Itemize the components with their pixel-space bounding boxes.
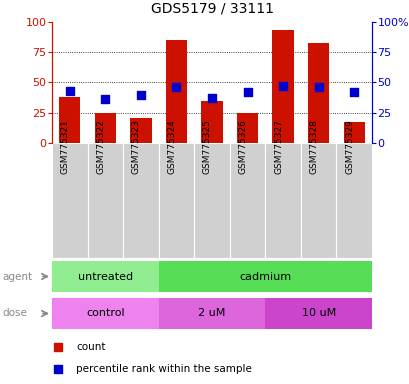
Bar (165, 40, 187, 143)
Bar (158, 261, 371, 292)
Bar (272, 30, 293, 143)
Text: cadmium: cadmium (239, 271, 291, 281)
Bar (88, 143, 123, 258)
Point (315, 84, 321, 90)
Text: GSM775325: GSM775325 (202, 119, 211, 174)
Point (279, 83, 286, 89)
Point (66, 88, 73, 94)
Bar (265, 298, 371, 329)
Text: GSM775327: GSM775327 (274, 119, 283, 174)
Text: GSM775326: GSM775326 (238, 119, 247, 174)
Bar (123, 143, 158, 258)
Point (137, 91, 144, 98)
Text: 10 uM: 10 uM (301, 308, 335, 318)
Bar (307, 43, 328, 143)
Text: GSM775321: GSM775321 (61, 119, 70, 174)
Bar (59, 97, 80, 143)
Bar (201, 101, 222, 143)
Bar (194, 143, 229, 258)
Point (350, 89, 357, 95)
Bar (130, 118, 151, 143)
Text: GSM775328: GSM775328 (309, 119, 318, 174)
Bar (336, 143, 371, 258)
Text: count: count (76, 341, 105, 352)
Bar (52, 143, 88, 258)
Text: dose: dose (2, 308, 27, 318)
Bar (52, 298, 158, 329)
Bar (236, 113, 258, 143)
Point (55, 343, 61, 349)
Text: control: control (86, 308, 124, 318)
Bar (343, 122, 364, 143)
Point (102, 96, 108, 103)
Text: agent: agent (2, 271, 32, 281)
Bar (94, 113, 116, 143)
Text: GDS5179 / 33111: GDS5179 / 33111 (150, 2, 273, 16)
Text: GSM775322: GSM775322 (96, 119, 105, 174)
Point (244, 89, 250, 95)
Bar (158, 298, 265, 329)
Bar (265, 143, 300, 258)
Bar (300, 143, 336, 258)
Text: GSM775329: GSM775329 (344, 119, 353, 174)
Text: percentile rank within the sample: percentile rank within the sample (76, 364, 251, 374)
Text: GSM775323: GSM775323 (132, 119, 141, 174)
Point (173, 84, 179, 90)
Text: untreated: untreated (78, 271, 133, 281)
Bar (229, 143, 265, 258)
Bar (52, 261, 158, 292)
Point (208, 95, 215, 101)
Point (55, 366, 61, 372)
Text: GSM775324: GSM775324 (167, 119, 176, 174)
Bar (158, 143, 194, 258)
Text: 2 uM: 2 uM (198, 308, 225, 318)
